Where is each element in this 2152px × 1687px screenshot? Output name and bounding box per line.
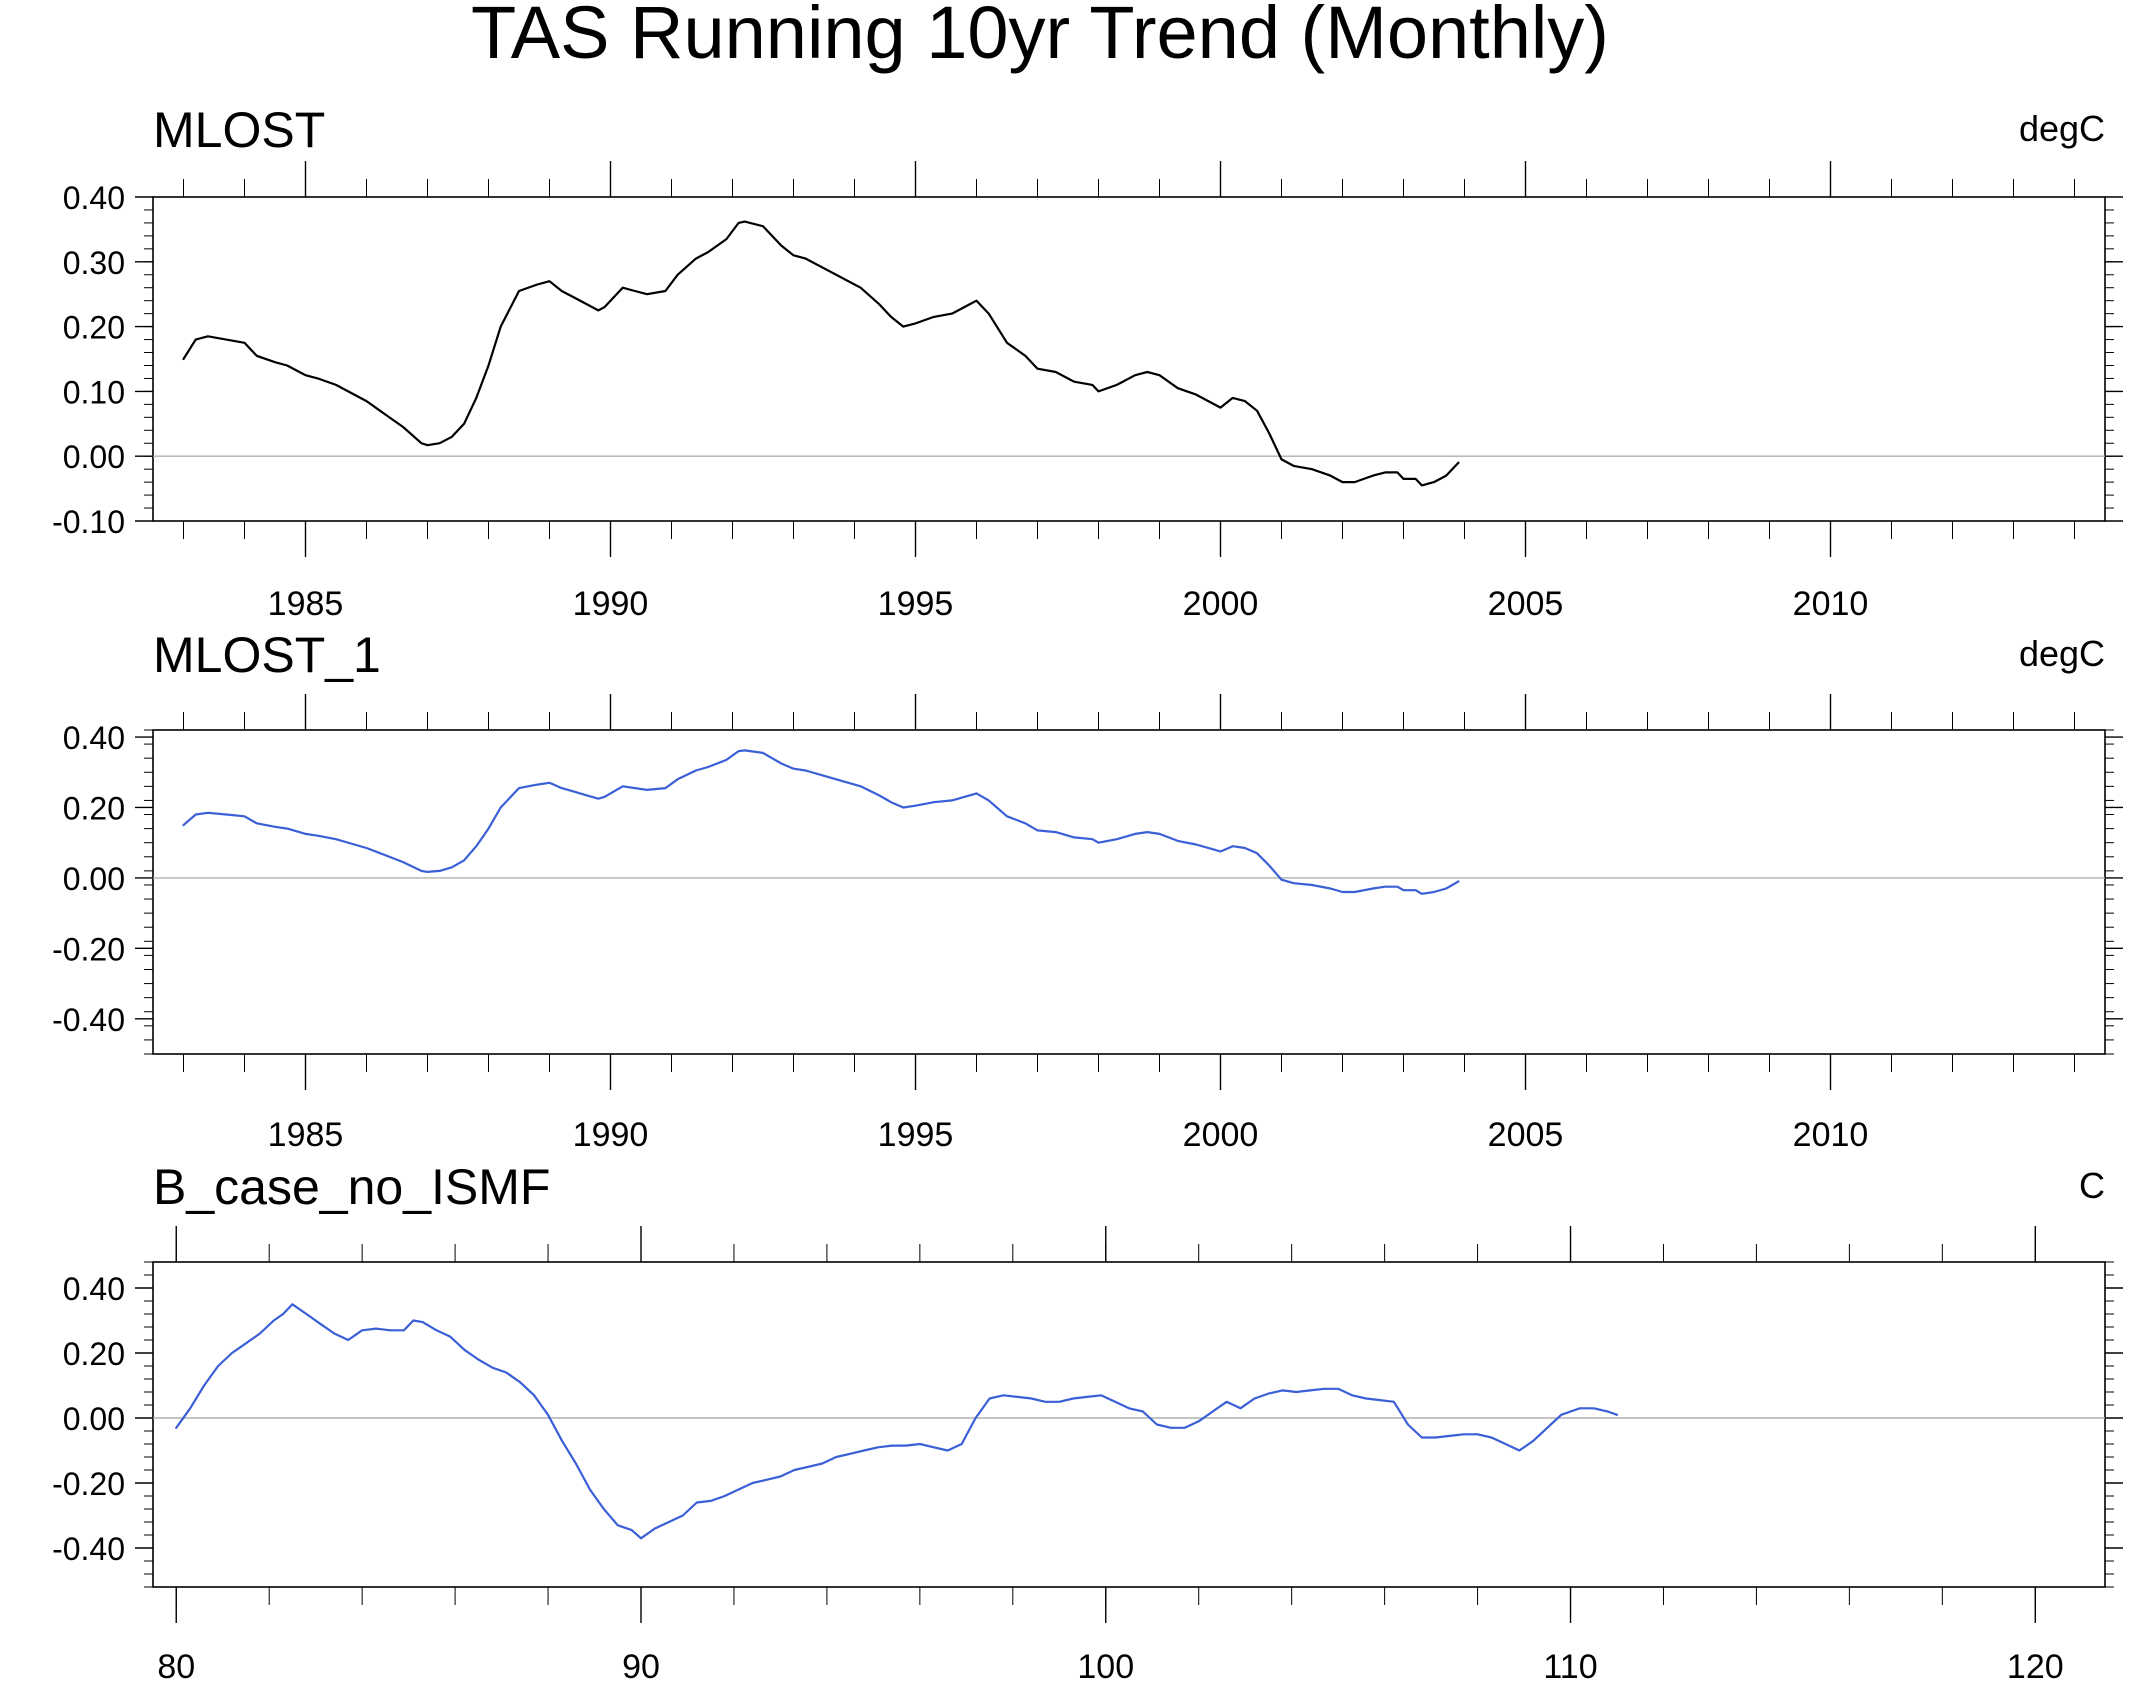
x-tick-label: 1995 [878,585,954,623]
x-tick-label: 1985 [268,1116,344,1154]
chart-panel-1: MLOST degC -0.10 0.00 0.10 0.20 0.30 0.40 1985 19… [52,102,2123,623]
y-tick-label: 0.20 [63,1336,125,1372]
panel-title: B_case_no_ISMF [153,1159,550,1215]
panel-title: MLOST [153,102,325,158]
x-tick-label: 2000 [1183,1116,1259,1154]
panel-units: degC [2019,633,2105,674]
y-tick-label: -0.40 [52,1531,125,1567]
panel-units: C [2079,1165,2105,1206]
x-tick-label: 2010 [1793,585,1869,623]
panel-title: MLOST_1 [153,627,381,683]
y-tick-label: 0.40 [63,720,125,756]
panels: MLOST degC -0.10 0.00 0.10 0.20 0.30 0.40 1985 19… [52,102,2123,1686]
x-tick-label: 1990 [573,1116,649,1154]
y-tick-label: 0.20 [63,790,125,826]
x-tick-label: 1990 [573,585,649,623]
y-tick-label: -0.40 [52,1002,125,1038]
x-tick-label: 120 [2007,1648,2064,1686]
series-line [182,749,1460,895]
plot-frame [152,729,2106,1055]
y-tick-label: 0.00 [63,439,125,475]
y-tick-label: 0.40 [63,180,125,216]
series-line [175,1303,1619,1540]
x-tick-label: 100 [1077,1648,1134,1686]
y-tick-label: 0.00 [63,1401,125,1437]
x-tick-label: 90 [622,1648,660,1686]
x-tick-label: 1985 [268,585,344,623]
x-tick-label: 2000 [1183,585,1259,623]
y-tick-label: -0.10 [52,504,125,540]
y-tick-label: -0.20 [52,931,125,967]
y-tick-label: 0.20 [63,310,125,346]
figure-title: TAS Running 10yr Trend (Monthly) [471,0,1609,74]
y-tick-label: -0.20 [52,1466,125,1502]
chart-panel-3: B_case_no_ISMF C -0.40 -0.20 0.00 0.20 0.40 80 9… [52,1159,2123,1686]
x-tick-label: 1995 [878,1116,954,1154]
panel-units: degC [2019,108,2105,149]
chart-panel-2: MLOST_1 degC -0.40 -0.20 0.00 0.20 0.40 1985 199… [52,627,2123,1154]
plot-frame [152,1261,2106,1588]
series-line [182,220,1460,487]
x-tick-label: 2005 [1488,585,1564,623]
plot-frame [152,196,2106,522]
x-tick-label: 110 [1543,1648,1597,1686]
y-tick-label: 0.30 [63,245,125,281]
y-tick-label: 0.40 [63,1271,125,1307]
y-tick-label: 0.00 [63,861,125,897]
x-tick-label: 2010 [1793,1116,1869,1154]
x-tick-label: 2005 [1488,1116,1564,1154]
x-tick-label: 80 [157,1648,195,1686]
y-tick-label: 0.10 [63,374,125,410]
